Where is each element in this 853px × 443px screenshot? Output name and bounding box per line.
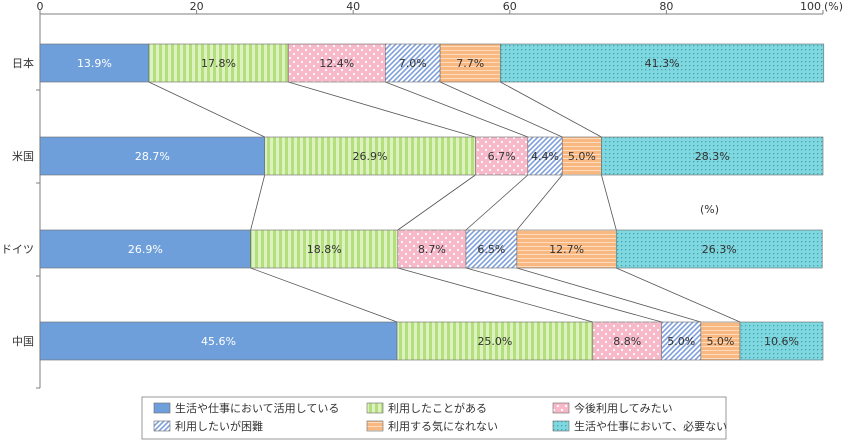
bar-value-label: 7.7% [456,57,484,70]
bar-value-label: 26.9% [353,150,388,163]
bar-value-label: 5.0% [667,335,695,348]
bar-value-label: 6.7% [488,150,516,163]
unit-note: (%) [700,203,719,216]
connector-line [439,81,563,138]
bar-value-label: 8.7% [418,243,446,256]
bar-value-label: 6.5% [477,243,505,256]
y-category-label: 日本 [12,56,34,70]
bar-segment [39,321,398,361]
bar-value-label: 25.0% [477,335,512,348]
x-tick-label: 0 [37,0,44,13]
bar-value-label: 28.3% [695,150,730,163]
bar-value-label: 13.9% [77,57,112,70]
bar-value-label: 10.6% [764,335,799,348]
connector-line [250,267,398,323]
connector-line [397,267,593,323]
bar-value-label: 12.4% [319,57,354,70]
bar-value-label: 26.3% [702,243,737,256]
x-tick-label: 40 [346,0,360,13]
connector-line [516,174,563,231]
bar-value-label: 41.3% [645,57,680,70]
bar-segment [250,229,399,269]
bar-segment [439,43,501,83]
bar-segment [396,321,594,361]
bar-segment [592,321,663,361]
connector-line [250,174,266,231]
legend-swatch [153,402,171,414]
connector-lines [148,81,741,323]
bar-segment [527,136,563,176]
x-tick-label: 60 [503,0,517,13]
y-category-label: 米国 [12,150,34,163]
x-tick-label: 20 [190,0,204,13]
bar-segment [615,229,823,269]
bar-segment [475,136,529,176]
legend-swatch [552,402,570,414]
connector-line [385,81,528,138]
bar-segment [148,43,289,83]
connector-line [616,267,741,323]
legend-swatch [366,402,384,414]
bar-value-label: 5.0% [568,150,596,163]
bar-value-label: 28.7% [135,150,170,163]
legend-swatch [153,420,171,432]
legend-item-label: 利用する気になれない [388,419,498,433]
legend-item-label: 生活や仕事において活用している [175,401,339,415]
legend-item-label: 利用したいが困難 [175,419,263,433]
legend-swatch [366,420,384,432]
connector-line [148,81,265,138]
legend-item-label: 今後利用してみたい [574,401,673,415]
x-tick-label: 80 [659,0,673,13]
connector-line [516,267,701,323]
bar-segment [397,229,467,269]
connector-line [288,81,476,138]
legend-swatch [552,420,570,432]
bar-value-label: 17.8% [201,57,236,70]
bar-segment [739,321,824,361]
bar-value-label: 18.8% [307,243,342,256]
bar-segment [500,43,825,83]
bar-value-label: 26.9% [128,243,163,256]
bar-segment [561,136,602,176]
bar-segment [516,229,617,269]
bar-value-label: 7.0% [399,57,427,70]
bar-segment [601,136,824,176]
connector-line [397,174,476,231]
connector-line [500,81,602,138]
connector-line [465,267,662,323]
y-category-label: ドイツ [1,243,34,256]
bar-segment [465,229,518,269]
bar-segment [39,229,251,269]
legend: 生活や仕事において活用している 利用したことがある 今後利用してみたい利用したいが困… [141,396,727,440]
bar-segment [264,136,476,176]
segment-labels: 13.9% 17.8% 12.4% 7.0% 7.7% 41.3% 28.7% 26.9% 6.… [77,57,799,348]
bar-value-label: 4.4% [531,150,559,163]
bar-segment [661,321,702,361]
bar-segment [39,136,266,176]
bar-value-label: 8.8% [613,335,641,348]
x-tick-label: 100 [800,0,821,13]
bar-segments [39,43,825,361]
legend-box [141,396,727,440]
bar-segment [385,43,441,83]
connector-line [465,174,529,231]
bar-segment [39,43,150,83]
x-axis-unit: (%) [824,0,843,13]
connector-line [601,174,617,231]
bar-value-label: 12.7% [549,243,584,256]
bar-value-label: 45.6% [201,335,236,348]
legend-item-label: 生活や仕事において、必要ない [574,419,727,433]
bar-value-label: 5.0% [706,335,734,348]
y-category-label: 中国 [12,335,34,348]
legend-item-label: 利用したことがある [388,401,487,415]
